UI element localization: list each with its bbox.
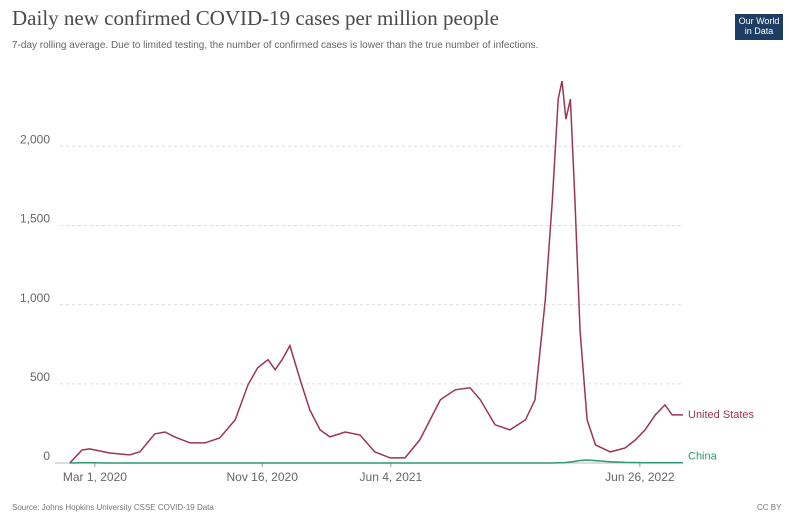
series-line [69, 80, 683, 464]
source-note[interactable]: Source: Johns Hopkins University CSSE CO… [12, 503, 214, 512]
chart-subtitle: 7-day rolling average. Due to limited te… [12, 40, 539, 51]
license[interactable]: CC BY [757, 503, 782, 512]
chart-title: Daily new confirmed COVID-19 cases per m… [12, 6, 499, 30]
y-tick-label: 500 [30, 370, 50, 384]
y-tick-label: 2,000 [20, 132, 50, 146]
logo[interactable]: Our World in Data [735, 14, 783, 40]
y-tick-label: 0 [43, 449, 50, 463]
series-label: United States [688, 409, 755, 421]
x-tick-label: Jun 4, 2021 [360, 470, 423, 484]
x-tick-label: Jun 26, 2022 [605, 470, 675, 484]
series-label: China [688, 451, 718, 463]
y-tick-label: 1,500 [20, 212, 50, 226]
x-tick-label: Mar 1, 2020 [63, 470, 127, 484]
y-tick-label: 1,000 [20, 291, 50, 305]
series-line [69, 459, 683, 464]
x-tick-label: Nov 16, 2020 [226, 470, 298, 484]
